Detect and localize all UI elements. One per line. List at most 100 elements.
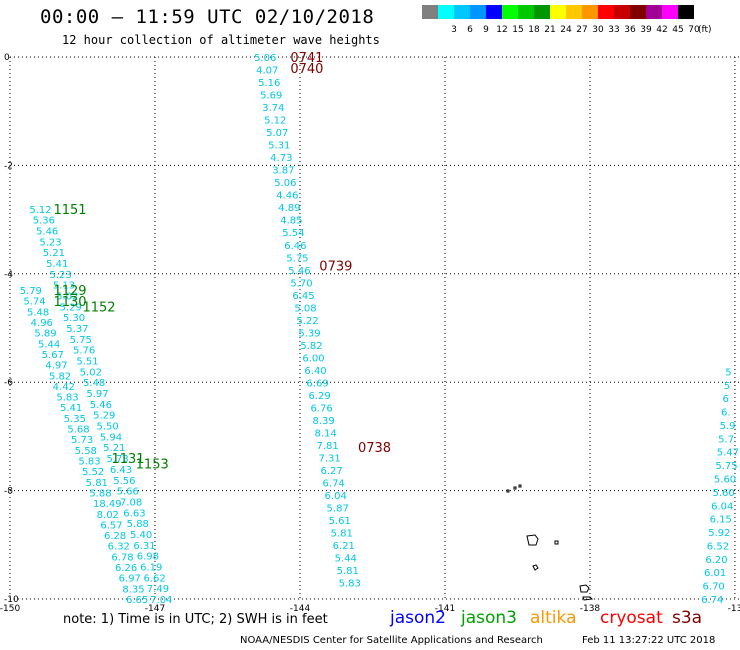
wave-height-value: 8.02 xyxy=(97,510,119,521)
wave-height-value: 5.73 xyxy=(107,454,129,465)
wave-height-value: 5.94 xyxy=(100,432,122,443)
wave-height-value: 5.70 xyxy=(290,278,312,289)
wave-height-value: 6.43 xyxy=(110,465,132,476)
wave-height-value: 6.74 xyxy=(701,595,723,606)
wave-height-value: 6.57 xyxy=(100,520,122,531)
wave-height-value: 6.29 xyxy=(308,391,330,402)
wave-height-value: 5.81 xyxy=(86,478,108,489)
pass-time-label: 1131 xyxy=(111,452,144,467)
wave-height-value: 5.23 xyxy=(39,237,61,248)
wave-height-value: 5.37 xyxy=(66,324,88,335)
pass-time-label: 0739 xyxy=(319,260,352,275)
wave-height-value: 6.21 xyxy=(333,541,355,552)
satellite-name: altika xyxy=(530,608,577,628)
wave-height-value: 5.75 xyxy=(70,335,92,346)
legend-unit: (ft) xyxy=(698,25,712,35)
wave-height-value: 6.69 xyxy=(306,378,328,389)
wave-height-value: 8.14 xyxy=(314,429,336,440)
wave-height-value: 7.31 xyxy=(319,454,341,465)
wave-height-value: 5.46 xyxy=(288,266,310,277)
wave-height-value: 5.83 xyxy=(339,579,361,590)
wave-height-value: 5.58 xyxy=(75,446,97,457)
wave-height-value: 5.44 xyxy=(38,339,60,350)
wave-height-value: 5.35 xyxy=(64,414,86,425)
wave-height-value: 5.7 xyxy=(718,434,734,445)
page-subtitle: 12 hour collection of altimeter wave hei… xyxy=(62,33,380,47)
wave-height-value: 8.35 xyxy=(122,584,144,595)
wave-height-value: 4.07 xyxy=(256,66,278,77)
wave-height-value: 6.97 xyxy=(119,574,141,585)
wave-height-value: 5.50 xyxy=(96,422,118,433)
wave-height-value: 5.60 xyxy=(714,474,736,485)
island-outline xyxy=(526,534,539,546)
wave-height-value: 5.75 xyxy=(715,461,737,472)
legend-swatch xyxy=(582,5,598,19)
legend-swatch xyxy=(502,5,518,19)
wave-height-value: 7.08 xyxy=(120,497,142,508)
wave-height-value: 6.04 xyxy=(711,501,733,512)
legend-swatch xyxy=(470,5,486,19)
wave-height-value: 5.87 xyxy=(327,504,349,515)
wave-height-value: 6.00 xyxy=(302,353,324,364)
legend-swatch xyxy=(438,5,454,19)
island-outline xyxy=(579,584,590,593)
wave-height-value: 5.88 xyxy=(127,519,149,530)
pass-time-label: 1152 xyxy=(82,300,115,315)
wave-height-value: 5.48 xyxy=(27,307,49,318)
wave-height-value: 5.29 xyxy=(60,302,82,313)
wave-height-value: 6.74 xyxy=(323,479,345,490)
legend-swatch xyxy=(566,5,582,19)
satellite-name: jason3 xyxy=(461,608,517,628)
wave-height-value: 5 xyxy=(725,367,731,378)
wave-height-value: 6.52 xyxy=(707,541,729,552)
legend-swatch xyxy=(518,5,534,19)
wave-height-value: 5.44 xyxy=(335,554,357,565)
wave-height-value: 5.52 xyxy=(82,467,104,478)
wave-height-value: 6.19 xyxy=(140,562,162,573)
generated-timestamp: Feb 11 13:27:22 UTC 2018 xyxy=(582,635,716,646)
pass-time-label: 0740 xyxy=(290,62,323,77)
wave-height-value: 5.22 xyxy=(296,316,318,327)
wave-height-value: 5.75 xyxy=(286,253,308,264)
wave-height-value: 5.61 xyxy=(329,516,351,527)
legend-swatch xyxy=(646,5,662,19)
wave-height-value: 5.73 xyxy=(71,435,93,446)
wave-height-value: 6.62 xyxy=(143,573,165,584)
island-outline xyxy=(582,596,594,601)
wave-height-value: 5.07 xyxy=(266,128,288,139)
wave-height-value: 5.08 xyxy=(294,303,316,314)
wave-height-value: 5 xyxy=(724,381,730,392)
wave-height-value: 5.9 xyxy=(720,421,736,432)
wave-height-value: 7.81 xyxy=(316,441,338,452)
wave-height-value: 5.21 xyxy=(43,248,65,259)
wave-height-value: 4.73 xyxy=(270,153,292,164)
wave-height-value: 5.60 xyxy=(712,488,734,499)
satellite-name: jason2 xyxy=(390,608,446,628)
wave-height-value: 6.46 xyxy=(284,241,306,252)
wave-height-value: 5.82 xyxy=(300,341,322,352)
wave-height-value: 5.88 xyxy=(89,488,111,499)
wave-height-value: 5.51 xyxy=(76,357,98,368)
lon-tick-label: -141 xyxy=(435,604,455,614)
island-outline xyxy=(513,486,517,490)
lat-tick-label: -6 xyxy=(4,378,13,388)
lon-tick-label: -138 xyxy=(580,604,601,614)
wave-height-value: 18.49 xyxy=(93,499,122,510)
wave-height-value: 5.23 xyxy=(49,270,71,281)
wave-height-value: 5.46 xyxy=(36,226,58,237)
wave-height-value: 5.66 xyxy=(117,487,139,498)
wave-height-value: 6.40 xyxy=(304,366,326,377)
legend-swatch xyxy=(662,5,678,19)
island-outline xyxy=(532,564,539,571)
wave-height-value: 6.65 xyxy=(126,595,148,606)
legend-swatch xyxy=(550,5,566,19)
lon-tick-label: -147 xyxy=(145,604,165,614)
wave-height-value: 6.32 xyxy=(108,542,130,553)
wave-height-value: 5.82 xyxy=(49,371,71,382)
wave-height-value: 6 xyxy=(722,394,728,405)
pass-time-label: 0738 xyxy=(358,441,391,456)
footer-note: note: 1) Time is in UTC; 2) SWH is in fe… xyxy=(63,612,328,627)
wave-height-value: 5.36 xyxy=(33,216,55,227)
legend-swatch xyxy=(630,5,646,19)
legend-swatch xyxy=(678,5,694,19)
